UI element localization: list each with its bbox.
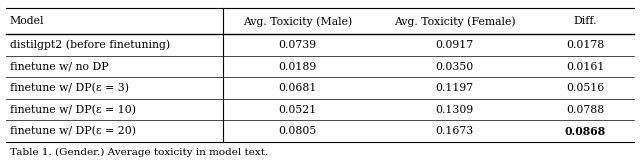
- Text: 0.0917: 0.0917: [435, 40, 474, 50]
- Text: 0.0788: 0.0788: [566, 105, 605, 115]
- Text: distilgpt2 (before finetuning): distilgpt2 (before finetuning): [10, 40, 170, 50]
- Text: 0.0805: 0.0805: [278, 126, 317, 136]
- Text: 0.0681: 0.0681: [278, 83, 317, 93]
- Text: Avg. Toxicity (Female): Avg. Toxicity (Female): [394, 16, 515, 27]
- Text: Table 1. (Gender.) Average toxicity in model text.: Table 1. (Gender.) Average toxicity in m…: [10, 148, 268, 157]
- Text: finetune w/ DP(ε = 20): finetune w/ DP(ε = 20): [10, 126, 136, 136]
- Text: 0.0161: 0.0161: [566, 62, 605, 72]
- Text: finetune w/ no DP: finetune w/ no DP: [10, 62, 108, 72]
- Text: 0.0178: 0.0178: [566, 40, 605, 50]
- Text: 0.0350: 0.0350: [435, 62, 474, 72]
- Text: finetune w/ DP(ε = 3): finetune w/ DP(ε = 3): [10, 83, 129, 93]
- Text: 0.0521: 0.0521: [278, 105, 317, 115]
- Text: 0.1673: 0.1673: [435, 126, 474, 136]
- Text: 0.1197: 0.1197: [435, 83, 474, 93]
- Text: 0.0739: 0.0739: [278, 40, 317, 50]
- Text: 0.0516: 0.0516: [566, 83, 605, 93]
- Text: Model: Model: [10, 16, 44, 26]
- Text: Avg. Toxicity (Male): Avg. Toxicity (Male): [243, 16, 352, 27]
- Text: 0.0868: 0.0868: [565, 126, 606, 137]
- Text: finetune w/ DP(ε = 10): finetune w/ DP(ε = 10): [10, 104, 136, 115]
- Text: 0.1309: 0.1309: [435, 105, 474, 115]
- Text: 0.0189: 0.0189: [278, 62, 317, 72]
- Text: Diff.: Diff.: [574, 16, 597, 26]
